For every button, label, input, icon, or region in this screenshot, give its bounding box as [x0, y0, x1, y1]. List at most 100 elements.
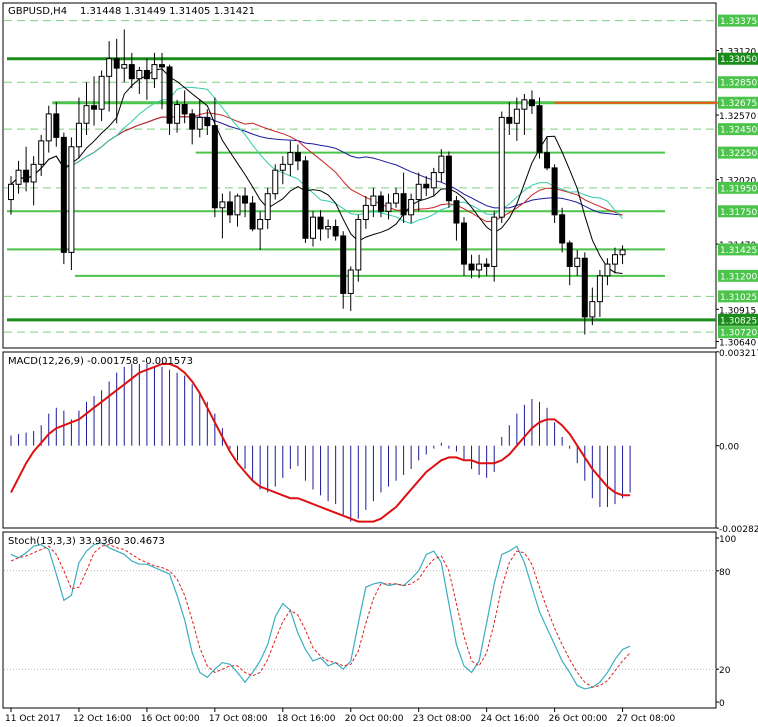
- price-level-tag-label: 1.31425: [720, 246, 757, 256]
- candle-body-bull: [83, 105, 90, 124]
- candle-body-bear: [566, 242, 573, 267]
- macd-signal-path: [10, 363, 631, 523]
- price-panel: 1.331201.325701.320201.314701.309151.306…: [2, 2, 758, 349]
- candle-body-bull: [219, 201, 226, 209]
- candle-body-bull: [8, 183, 14, 201]
- candle-body-bear: [128, 64, 135, 80]
- candle: [53, 102, 60, 147]
- candle: [128, 52, 135, 89]
- candle: [317, 210, 324, 241]
- candle-body-bull: [234, 195, 241, 216]
- price-level-tag-label: 1.31950: [720, 184, 757, 194]
- stochastic-k-line: [10, 542, 631, 690]
- candle: [287, 140, 294, 177]
- candle: [219, 193, 226, 239]
- candle-body-bull: [355, 219, 362, 271]
- candle: [174, 99, 181, 133]
- candle-body-bear: [506, 116, 513, 124]
- candle: [68, 137, 75, 270]
- candle-body-bear: [468, 263, 475, 271]
- candle-body-bear: [340, 235, 347, 294]
- macd-header: MACD(12,26,9) -0.001758 -0.001573: [8, 356, 193, 367]
- time-tick-label: 12 Oct 16:00: [73, 714, 132, 724]
- candle-body-bull: [98, 75, 105, 110]
- candle: [551, 164, 558, 224]
- price-level-tag: 1.31025: [718, 290, 758, 303]
- candle: [234, 193, 241, 227]
- candle: [430, 167, 437, 197]
- candle: [113, 38, 120, 124]
- candle: [181, 90, 188, 124]
- candle: [370, 187, 377, 218]
- candle-body-bear: [53, 113, 60, 138]
- candle-body-bear: [302, 160, 309, 239]
- candle-body-bull: [619, 249, 626, 256]
- candle-body-bull: [257, 219, 264, 230]
- stochastic-tick-label: 20: [719, 666, 731, 676]
- candle-body-bull: [272, 169, 279, 195]
- candle-body-bear: [166, 66, 173, 124]
- candle: [211, 97, 218, 218]
- price-level-tag-box: [718, 243, 758, 256]
- price-level-tag: 1.32450: [718, 123, 758, 136]
- candle-body-bear: [332, 226, 339, 237]
- candle: [513, 97, 520, 141]
- price-panel-frame: [2, 2, 717, 349]
- candle: [528, 90, 535, 114]
- candle-body-bear: [226, 201, 233, 216]
- candle-body-bull: [513, 108, 520, 124]
- candle-body-bear: [317, 216, 324, 230]
- price-level-tag-box: [718, 269, 758, 282]
- price-header-symbol: GBPUSD,H4: [8, 6, 67, 17]
- candle: [491, 211, 498, 282]
- price-level-tag-label: 1.32850: [720, 79, 757, 89]
- candle-body-bull: [310, 216, 316, 239]
- candle: [347, 266, 354, 312]
- candle-body-bear: [559, 214, 566, 244]
- candle: [596, 269, 603, 317]
- candle: [30, 156, 37, 206]
- price-level-tag: 1.31950: [718, 181, 758, 194]
- candle: [38, 135, 45, 177]
- candle: [362, 196, 369, 229]
- price-level-tag-box: [718, 146, 758, 159]
- candle: [506, 102, 513, 136]
- price-level-tag: 1.33375: [718, 14, 758, 27]
- candle: [589, 287, 596, 326]
- candle-body-bear: [445, 155, 452, 202]
- candle: [8, 176, 14, 215]
- candle-body-bull: [106, 58, 113, 77]
- candle-body-bull: [393, 193, 400, 204]
- candle-body-bull: [121, 64, 128, 69]
- price-level-tag-label: 1.31200: [720, 272, 757, 282]
- candle-body-bear: [189, 113, 196, 130]
- candle: [415, 172, 422, 212]
- stochastic-axis: 100 80 20 0: [716, 535, 736, 709]
- candle-body-bull: [264, 193, 271, 221]
- macd-tick-label: 0.00: [719, 443, 739, 453]
- candle-body-bull: [370, 195, 377, 206]
- candle-body-bull: [68, 146, 75, 253]
- candle-body-bull: [491, 216, 498, 267]
- candle: [559, 207, 566, 253]
- candle: [75, 97, 82, 159]
- price-level-tag-label: 1.30720: [720, 329, 757, 339]
- candle-body-bull: [476, 263, 483, 271]
- candle: [272, 164, 279, 200]
- candle-body-bull: [430, 172, 437, 189]
- macd-axis: 0.003217 0.00 -0.002823: [716, 349, 758, 535]
- candle-body-bear: [211, 125, 218, 209]
- time-tick-label: 18 Oct 16:00: [277, 714, 336, 724]
- candle: [544, 137, 551, 171]
- macd-panel: 0.003217 0.00 -0.002823 MACD(12,26,9) -0.0…: [2, 349, 758, 535]
- candle: [159, 52, 165, 110]
- candle: [15, 160, 22, 194]
- macd-histogram: [10, 363, 631, 522]
- candle-body-bear: [544, 152, 551, 169]
- candle: [574, 250, 581, 276]
- candle: [264, 187, 271, 229]
- price-tick-label: 1.32020: [719, 177, 756, 187]
- candle: [189, 109, 196, 145]
- candle-body-bull: [15, 169, 22, 185]
